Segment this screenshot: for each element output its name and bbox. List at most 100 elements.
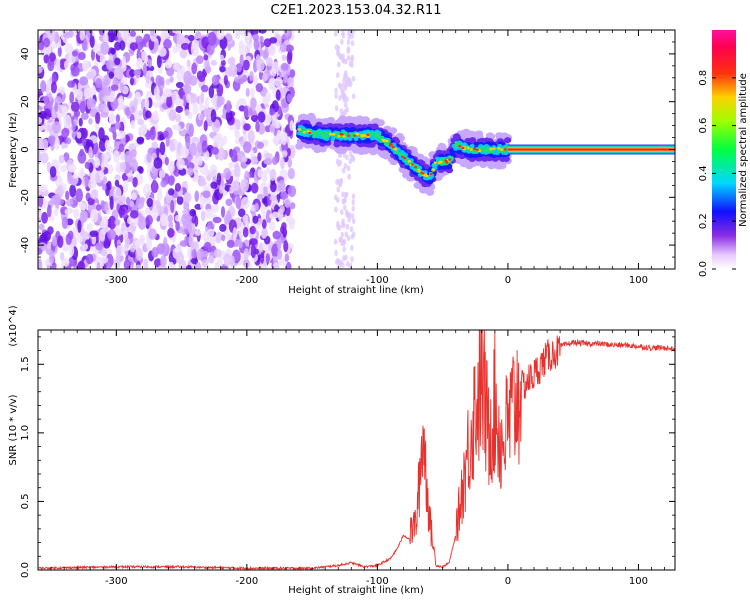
heatmap-cell [95, 242, 103, 251]
heatmap-cell [257, 218, 263, 225]
heatmap-echo-cell [347, 134, 351, 137]
heatmap-cell [69, 184, 77, 198]
heatmap-cell [179, 49, 188, 59]
heatmap-cell [350, 213, 355, 220]
heatmap-cell [75, 188, 83, 203]
heatmap-cell [54, 102, 59, 112]
heatmap-cell [351, 205, 356, 212]
heatmap-cell [172, 30, 181, 34]
snr-ticks: -300 -200 -100 0 100 0.0 0.5 1.0 1.5 [20, 330, 675, 587]
heatmap-echo-cell [324, 134, 329, 139]
heatmap-cell [338, 83, 343, 90]
heatmap-cell [334, 206, 338, 213]
heatmap-cell [164, 59, 173, 69]
heatmap-echo-cell [469, 143, 475, 148]
heatmap-cell [189, 123, 194, 137]
heatmap-cell [138, 124, 148, 136]
heatmap-cell [38, 184, 47, 193]
snr-panel: -300 -200 -100 0 100 0.0 0.5 1.0 1.5 Height of s… [8, 305, 676, 596]
heatmap-cell [160, 254, 167, 268]
heatmap-cell [117, 130, 126, 140]
heatmap-cell [85, 71, 95, 80]
heatmap-cell [200, 91, 205, 104]
heatmap-cell [338, 94, 342, 101]
heatmap-cell [199, 196, 205, 210]
colorbar-label: Normalized spectral amplitude [738, 73, 749, 227]
heatmap-cell [135, 35, 143, 42]
heatmap-cell [49, 250, 55, 265]
heatmap-cell [235, 195, 242, 210]
heatmap-cell [194, 215, 199, 227]
heatmap-cell [153, 157, 163, 169]
heatmap-cell [224, 229, 231, 240]
heatmap-echo-cell [487, 149, 492, 154]
heatmap-cell [336, 197, 340, 204]
heatmap-cell [167, 163, 175, 173]
heatmap-cell [249, 225, 256, 235]
heatmap-cell [67, 230, 74, 241]
heatmap-cell [341, 262, 345, 269]
heatmap-cell [52, 121, 61, 134]
heatmap-cell [71, 121, 76, 132]
snr-plot-area [38, 330, 675, 570]
snr-x-tick-label: 0 [505, 576, 511, 587]
heatmap-cell [114, 174, 121, 181]
heatmap-cell [242, 226, 249, 238]
heatmap-echo-cell [308, 131, 312, 135]
heatmap-cell [242, 214, 249, 224]
heatmap-cell [250, 182, 259, 194]
heatmap-cell [108, 71, 115, 79]
heatmap-cell [78, 202, 88, 211]
heatmap-cell [269, 108, 275, 116]
heatmap-cell [79, 30, 85, 41]
spectrogram-y-tick-label: 20 [20, 95, 31, 108]
snr-x-tick-label: -200 [236, 576, 259, 587]
heatmap-cell [265, 91, 272, 103]
heatmap-cell [42, 231, 52, 242]
heatmap-cell [289, 120, 295, 132]
heatmap-cell [250, 155, 259, 165]
heatmap-cell [169, 76, 174, 83]
heatmap-cell [281, 222, 287, 231]
heatmap-cell [146, 152, 152, 163]
heatmap-echo-cell [379, 135, 384, 140]
heatmap-cell [115, 66, 124, 80]
heatmap-cell [281, 54, 287, 62]
heatmap-cell [336, 258, 340, 265]
heatmap-cell [122, 179, 129, 193]
heatmap-echo-cell [503, 148, 507, 151]
heatmap-cell [180, 42, 190, 51]
heatmap-echo-cell [360, 134, 364, 138]
heatmap-echo-cell [374, 131, 379, 135]
heatmap-cell [90, 209, 99, 223]
heatmap-cell [194, 229, 201, 236]
heatmap-cell [203, 120, 208, 132]
snr-scale-label: (x10^4) [8, 305, 19, 346]
heatmap-echo-cell [401, 155, 404, 158]
heatmap-cell [191, 248, 198, 259]
heatmap-echo-cell [431, 168, 436, 171]
heatmap-cell [189, 92, 198, 104]
heatmap-cell [201, 258, 209, 268]
heatmap-cell [118, 207, 126, 216]
heatmap-cell [238, 105, 246, 112]
heatmap-cell [113, 187, 122, 199]
heatmap-cell [47, 124, 52, 132]
heatmap-cell [151, 206, 159, 220]
heatmap-cell [204, 208, 213, 219]
heatmap-cell [253, 38, 260, 51]
heatmap-cell [188, 34, 195, 42]
heatmap-cell [99, 52, 106, 66]
snr-series-line [38, 330, 675, 570]
heatmap-echo-cell [312, 131, 317, 135]
heatmap-cell [346, 165, 351, 172]
heatmap-cell [274, 33, 282, 47]
heatmap-cell [335, 49, 340, 56]
heatmap-cell [38, 40, 45, 51]
heatmap-cell [250, 97, 257, 110]
heatmap-cell [88, 146, 93, 159]
heatmap-cell [245, 87, 250, 97]
heatmap-cell [188, 233, 194, 247]
heatmap-cell [271, 77, 276, 91]
heatmap-cell [158, 76, 165, 87]
